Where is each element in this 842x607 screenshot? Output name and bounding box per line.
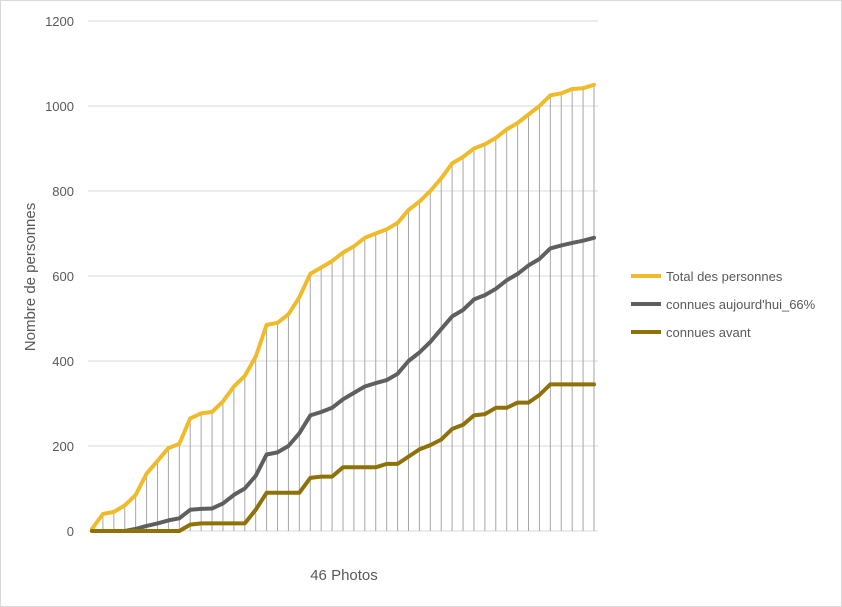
series-line-1 — [90, 235, 596, 533]
y-tick-label: 1000 — [45, 99, 74, 114]
series-lines — [90, 82, 596, 533]
y-tick-label: 800 — [52, 184, 74, 199]
y-tick-label: 0 — [67, 524, 74, 539]
y-tick-label: 400 — [52, 354, 74, 369]
y-tick-label: 1200 — [45, 14, 74, 29]
series-line-0 — [90, 82, 596, 531]
series-line-2 — [90, 382, 596, 533]
legend-label-1: connues aujourd'hui_66% — [666, 297, 816, 312]
y-tick-labels: 0 200 400 600 800 1000 1200 — [45, 14, 74, 539]
y-tick-label: 200 — [52, 439, 74, 454]
x-axis-title: 46 Photos — [310, 567, 378, 584]
y-axis-title: Nombre de personnes — [22, 203, 39, 351]
vertical-gridlines — [91, 84, 595, 531]
y-tick-label: 600 — [52, 269, 74, 284]
legend-label-0: Total des personnes — [666, 269, 783, 284]
legend: Total des personnes connues aujourd'hui_6… — [631, 269, 816, 340]
legend-label-2: connues avant — [666, 325, 751, 340]
